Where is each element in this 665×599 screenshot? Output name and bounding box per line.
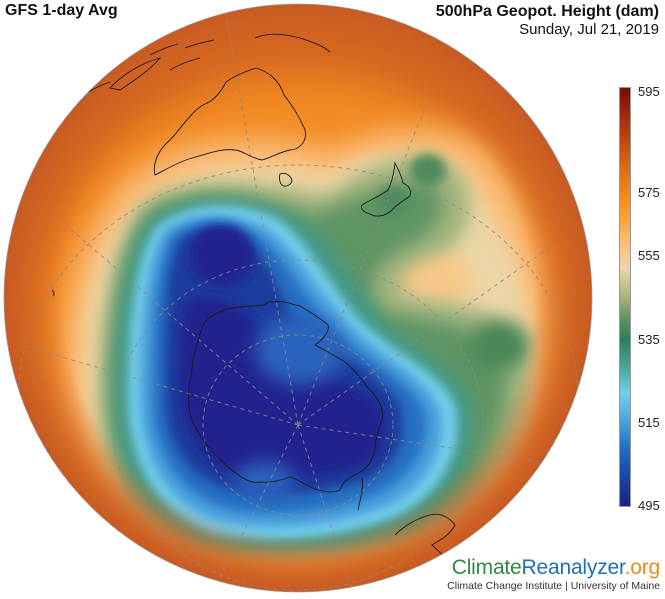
brand-reanalyzer: Reanalyzer (521, 556, 625, 579)
date-label: Sunday, Jul 21, 2019 (519, 21, 659, 38)
colorbar-tick-575: 575 (638, 185, 660, 200)
colorbar-tick-555: 555 (638, 248, 660, 263)
brand-climate: Climate (451, 556, 522, 579)
title-block: 500hPa Geopot. Height (dam) Sunday, Jul … (436, 2, 659, 39)
coastlines (17, 33, 456, 571)
geopotential-field (4, 4, 592, 592)
variable-title: 500hPa Geopot. Height (dam) (435, 3, 659, 20)
globe-outline (3, 3, 593, 593)
colorbar (619, 87, 631, 507)
colorbar-tick-495: 495 (638, 498, 660, 513)
colorbar-tick-535: 535 (638, 332, 660, 347)
globe-map[interactable] (0, 0, 600, 599)
brand-logo-text[interactable]: ClimateReanalyzer.org (447, 556, 660, 580)
brand-subtitle: Climate Change Institute | University of… (447, 580, 660, 592)
colorbar-tick-595: 595 (638, 84, 660, 99)
colorbar-tick-515: 515 (638, 415, 660, 430)
model-title: GFS 1-day Avg (5, 2, 118, 19)
branding[interactable]: ClimateReanalyzer.org Climate Change Ins… (447, 556, 660, 593)
brand-org: .org (624, 556, 661, 579)
